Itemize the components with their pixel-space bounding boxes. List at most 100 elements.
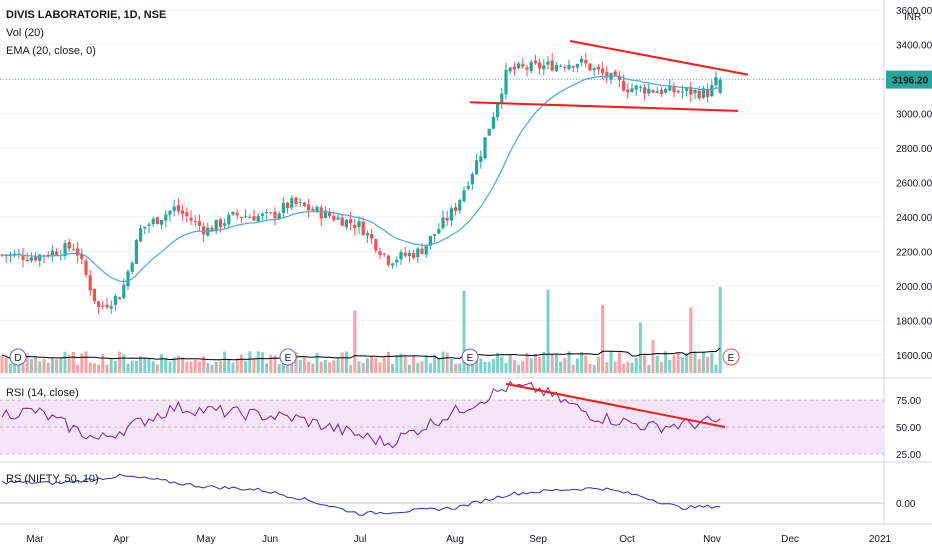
candle-body <box>693 90 697 94</box>
candle-body <box>659 89 663 94</box>
volume-bar <box>361 362 365 373</box>
candle-body <box>714 77 718 86</box>
time-tick-label: Sep <box>529 534 547 545</box>
volume-bar <box>395 356 399 373</box>
candle-body <box>634 85 638 90</box>
volume-bar <box>105 364 109 373</box>
time-tick-label: Jul <box>354 534 367 545</box>
candle-body <box>176 205 180 212</box>
candle-body <box>546 61 550 65</box>
candle-body <box>214 219 218 232</box>
candle-body <box>617 76 621 80</box>
candle-body <box>630 88 634 93</box>
volume-bar <box>143 357 147 373</box>
volume-bar <box>718 286 722 373</box>
volume-bar <box>596 356 600 373</box>
candle-body <box>63 243 67 256</box>
volume-bar <box>214 362 218 373</box>
ema-line <box>1 75 721 283</box>
event-marker <box>461 348 479 366</box>
candle-body <box>235 212 239 216</box>
volume-bar <box>496 352 500 373</box>
price-tick-label: 2600.00 <box>896 178 932 189</box>
candle-body <box>172 206 176 211</box>
candle-body <box>424 245 428 255</box>
candle-body <box>239 217 243 219</box>
volume-bar <box>592 364 596 373</box>
candle-body <box>596 66 600 70</box>
candle-body <box>269 212 273 214</box>
candle-body <box>563 66 567 68</box>
candle-body <box>109 306 113 309</box>
candle-body <box>571 66 575 68</box>
volume-bar <box>357 361 361 373</box>
candle-body <box>697 90 701 99</box>
candle-body <box>168 210 172 215</box>
candle-body <box>164 214 168 221</box>
candle-body <box>655 91 659 94</box>
candle-body <box>210 227 214 232</box>
volume-bar <box>575 358 579 373</box>
volume-bar <box>386 351 390 373</box>
volume-bar <box>550 353 554 373</box>
volume-bar <box>231 362 235 373</box>
volume-bar <box>206 363 210 373</box>
volume-bar <box>399 353 403 373</box>
lower-trendline <box>469 101 739 112</box>
volume-bar <box>155 364 159 373</box>
candle-body <box>529 62 533 72</box>
candle-body <box>395 259 399 263</box>
candle-body <box>672 86 676 93</box>
volume-bar <box>59 358 63 373</box>
candle-body <box>134 240 138 264</box>
candle-body <box>647 88 651 94</box>
volume-bar <box>370 355 374 373</box>
volume-bar <box>302 357 306 373</box>
volume-bar <box>659 362 663 373</box>
candle-body <box>361 221 365 236</box>
volume-bar <box>416 363 420 373</box>
candle-body <box>202 226 206 235</box>
volume-bar <box>113 360 117 373</box>
volume-bar <box>546 289 550 373</box>
candle-body <box>680 91 684 93</box>
price-tick-label: 1600.00 <box>896 351 932 362</box>
event-marker-label: D <box>14 353 21 364</box>
volume-bar <box>109 358 113 373</box>
volume-bar <box>25 353 29 373</box>
volume-bar <box>643 355 647 373</box>
candle-body <box>38 254 42 261</box>
candle-body <box>370 234 374 239</box>
volume-bar <box>34 356 38 373</box>
volume-bar <box>529 358 533 373</box>
volume-bar <box>244 361 248 373</box>
volume-bar <box>701 351 705 373</box>
volume-bar <box>311 363 315 373</box>
volume-bar <box>533 353 537 373</box>
legend-volume: Vol (20) <box>6 27 44 39</box>
volume-bar <box>462 290 466 373</box>
candle-body <box>193 220 197 222</box>
price-tick-label: 3000.00 <box>896 109 932 120</box>
last-price-label: 3196.20 <box>892 76 929 87</box>
volume-bar <box>248 351 252 373</box>
candle-body <box>67 242 71 249</box>
candle-body <box>542 65 546 70</box>
candle-body <box>357 220 361 227</box>
candle-body <box>483 137 487 159</box>
volume-bar <box>508 354 512 373</box>
candle-body <box>29 257 33 261</box>
volume-bar <box>647 364 651 373</box>
candle-body <box>454 207 458 211</box>
candle-body <box>718 79 722 93</box>
volume-bar <box>130 360 134 373</box>
volume-bar <box>588 363 592 373</box>
volume-bar <box>672 354 676 373</box>
volume-bar <box>164 358 168 373</box>
volume-bar <box>55 359 59 373</box>
candle-body <box>416 248 420 258</box>
volume-bar <box>525 352 529 373</box>
candle-body <box>391 263 395 266</box>
